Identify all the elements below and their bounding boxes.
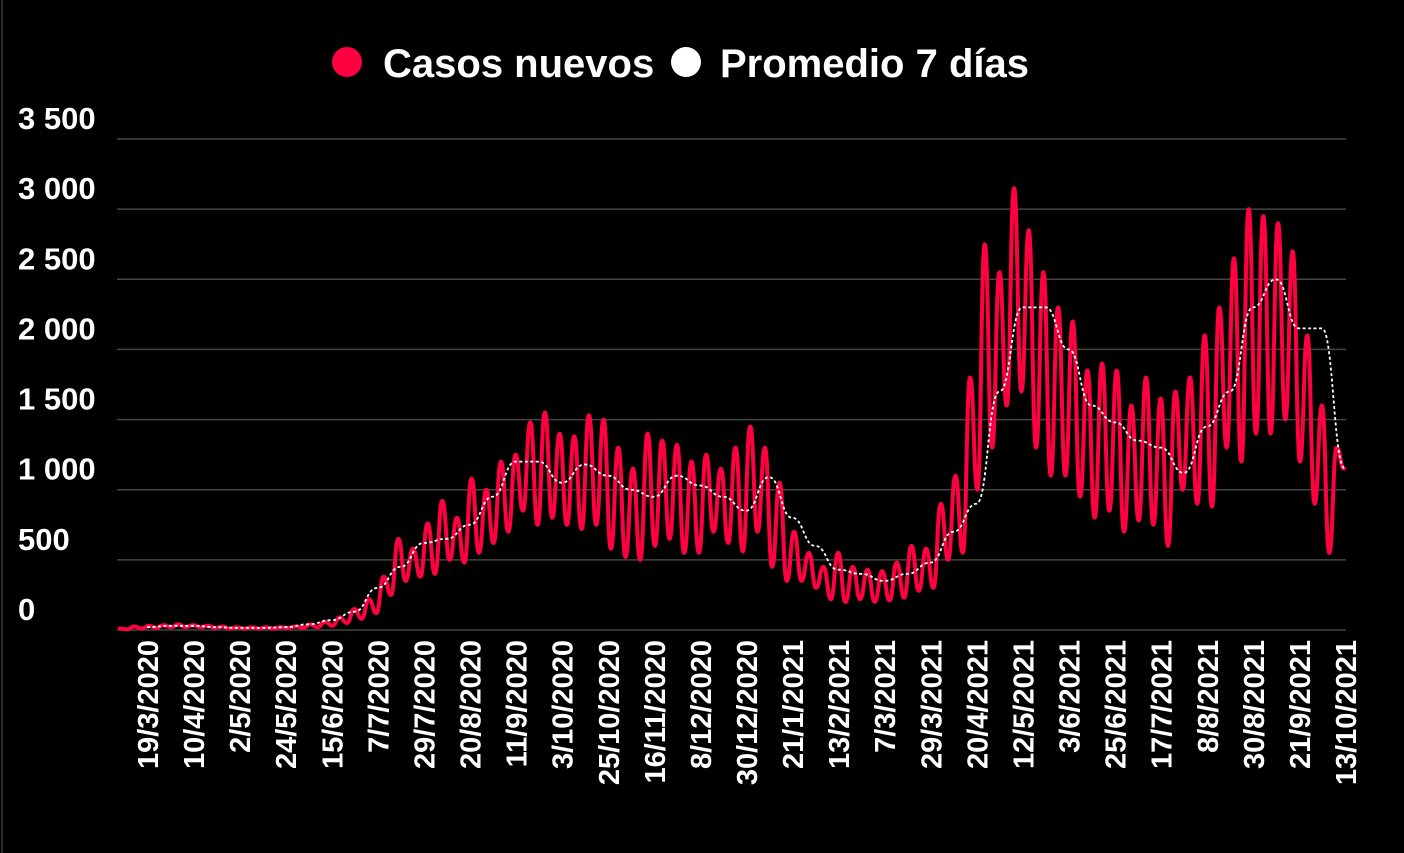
x-tick-label: 25/6/2021 bbox=[1101, 640, 1133, 769]
x-tick-label: 3/10/2020 bbox=[548, 640, 580, 769]
series-layer bbox=[117, 186, 1346, 632]
x-tick-label: 20/8/2020 bbox=[456, 640, 488, 769]
x-tick-label: 7/3/2021 bbox=[870, 640, 902, 753]
gridlines bbox=[117, 138, 1346, 631]
x-tick-label: 25/10/2020 bbox=[594, 640, 626, 785]
y-tick-label: 3 000 bbox=[18, 171, 96, 206]
x-tick-label: 29/7/2020 bbox=[409, 640, 441, 769]
y-tick-label: 1 000 bbox=[18, 452, 96, 487]
x-tick-label: 10/4/2020 bbox=[179, 640, 211, 769]
x-tick-label: 8/12/2020 bbox=[686, 640, 718, 769]
x-tick-label: 15/6/2020 bbox=[317, 640, 349, 769]
y-tick-label: 1 500 bbox=[18, 382, 96, 417]
y-tick-label: 2 000 bbox=[18, 311, 96, 346]
x-tick-label: 21/1/2021 bbox=[778, 640, 810, 769]
y-tick-label: 0 bbox=[18, 592, 35, 627]
series-line-casos-nuevos bbox=[117, 186, 1346, 632]
y-tick-label: 3 500 bbox=[18, 101, 96, 136]
series-line-promedio-7-dias bbox=[146, 278, 1346, 629]
legend-label-casos-nuevos: Casos nuevos bbox=[383, 42, 654, 86]
x-tick-label: 3/6/2021 bbox=[1055, 640, 1087, 753]
x-tick-label: 16/11/2020 bbox=[640, 640, 672, 784]
x-tick-label: 19/3/2020 bbox=[133, 640, 165, 769]
x-tick-label: 21/9/2021 bbox=[1285, 640, 1317, 769]
x-tick-label: 13/2/2021 bbox=[824, 640, 856, 769]
y-tick-label: 500 bbox=[18, 522, 70, 557]
x-tick-label: 30/12/2020 bbox=[732, 640, 764, 785]
x-tick-label: 7/7/2020 bbox=[363, 640, 395, 753]
x-tick-label: 2/5/2020 bbox=[225, 640, 257, 753]
x-tick-label: 24/5/2020 bbox=[271, 640, 303, 769]
x-tick-label: 8/8/2021 bbox=[1193, 640, 1225, 753]
y-tick-label: 2 500 bbox=[18, 241, 96, 276]
x-tick-label: 11/9/2020 bbox=[502, 640, 534, 767]
x-tick-label: 20/4/2021 bbox=[962, 640, 994, 769]
legend: Casos nuevos Promedio 7 días bbox=[332, 42, 1029, 86]
x-axis-labels: 19/3/2020 10/4/2020 2/5/2020 24/5/2020 15/6/… bbox=[133, 640, 1363, 785]
legend-swatch-casos-nuevos bbox=[332, 47, 362, 77]
legend-label-promedio: Promedio 7 días bbox=[720, 42, 1029, 86]
x-tick-label: 13/10/2021 bbox=[1331, 640, 1363, 785]
y-axis-labels: 0 500 1 000 1 500 2 000 2 500 3 000 3 500 bbox=[18, 101, 96, 627]
x-tick-label: 12/5/2021 bbox=[1008, 640, 1040, 769]
x-tick-label: 29/3/2021 bbox=[916, 640, 948, 769]
x-tick-label: 30/8/2021 bbox=[1239, 640, 1271, 769]
x-tick-label: 17/7/2021 bbox=[1147, 640, 1179, 769]
legend-swatch-promedio bbox=[671, 47, 701, 77]
